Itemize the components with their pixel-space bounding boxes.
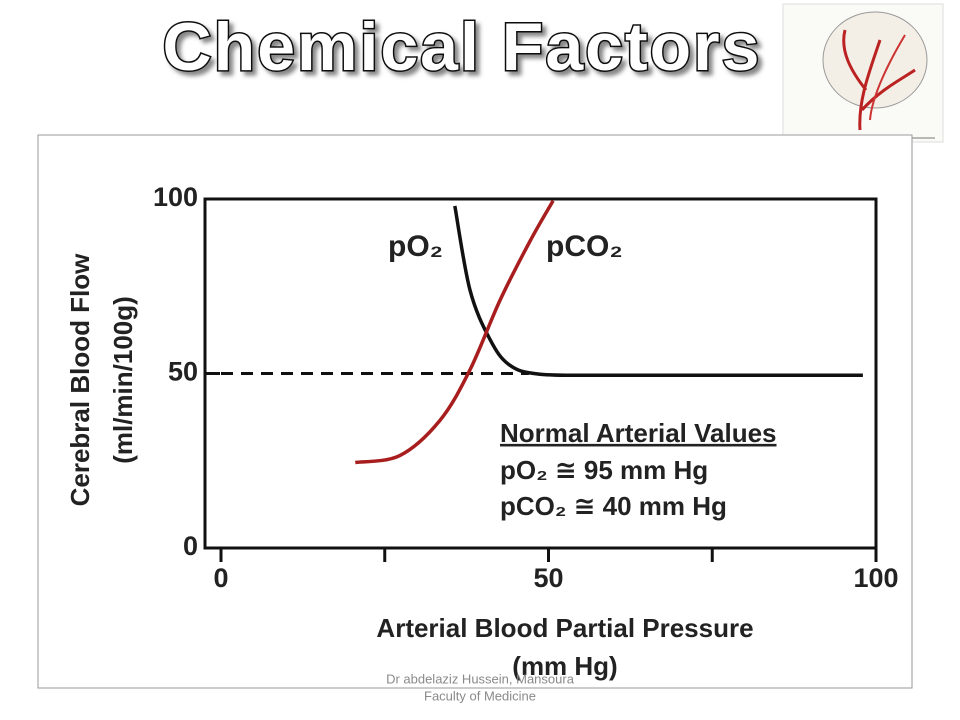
annotation: pCO₂ ≅ 40 mm Hg [500,491,727,521]
x-tick-label: 0 [213,563,228,593]
chart-frame [37,134,913,689]
x-axis-label: (mm Hg) [512,651,617,681]
y-tick-label: 50 [168,357,198,387]
x-tick-label: 50 [533,563,563,593]
series-line [453,205,863,378]
x-axis-label: Arterial Blood Partial Pressure [376,613,753,643]
y-axis-label: Cerebral Blood Flow [65,253,95,507]
y-tick-label: 100 [153,182,198,212]
annotation-heading: Normal Arterial Values [500,418,777,448]
series-label: pCO₂ [546,230,623,263]
footer: Dr abdelaziz Hussein, Mansoura [386,671,575,686]
series-label: pO₂ [388,230,443,263]
footer: Faculty of Medicine [424,688,536,703]
annotation: pO₂ ≅ 95 mm Hg [500,455,708,485]
y-axis-label: (ml/min/100g) [108,296,138,464]
plot-area: 0 50 100 0 50 100 pO₂ pCO₂ [153,182,899,593]
anatomy-illustration [782,3,944,143]
slide-title: Chemical Factors [163,9,762,85]
series-line [355,199,555,465]
x-tick-label: 100 [853,563,898,593]
y-tick-label: 0 [183,531,198,561]
